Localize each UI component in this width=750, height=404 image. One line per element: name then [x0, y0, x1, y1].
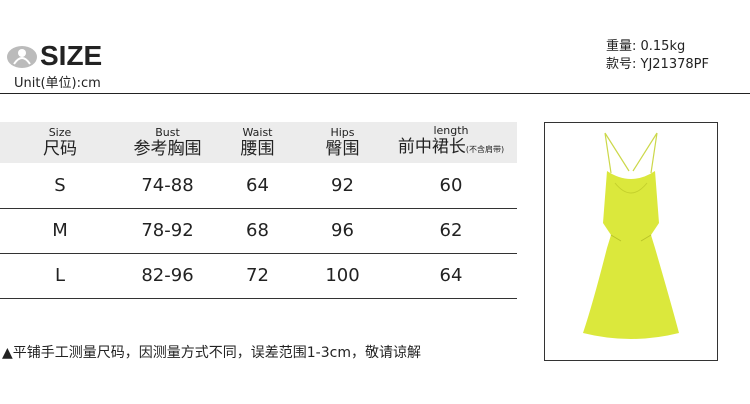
weight: 重量: 0.15kg	[606, 39, 686, 54]
size-table: Size 尺码 Bust 参考胸围 Waist 腰围 Hips 臀围 length 前中裙…	[0, 122, 517, 299]
measurement-note: ▲平铺手工测量尺码，因测量方式不同，误差范围1-3cm，敬请谅解	[2, 345, 421, 361]
divider	[0, 93, 750, 94]
table-header: Size 尺码 Bust 参考胸围 Waist 腰围 Hips 臀围 length 前中裙…	[0, 122, 517, 163]
col-hips: Hips 臀围	[325, 125, 360, 159]
col-length: length 前中裙长(不含肩带)	[397, 124, 505, 158]
product-meta: 重量: 0.15kg 款号: YJ21378PF	[606, 38, 709, 74]
col-bust: Bust 参考胸围	[133, 125, 202, 159]
dress-image	[583, 132, 679, 339]
product-photo	[544, 122, 718, 361]
col-size: Size 尺码	[43, 125, 77, 159]
table-row: L 82-96 72 100 64	[0, 253, 517, 298]
brand-logo-icon	[7, 46, 37, 68]
style-number: 款号: YJ21378PF	[606, 57, 709, 72]
unit-label: Unit(单位):cm	[14, 76, 101, 91]
table-row: S 74-88 64 92 60	[0, 163, 517, 208]
dress-shape	[583, 171, 679, 339]
triangle-icon: ▲	[2, 345, 13, 361]
col-waist: Waist 腰围	[240, 125, 275, 159]
table-row: M 78-92 68 96 62	[0, 208, 517, 253]
size-title: SIZE	[40, 40, 103, 71]
